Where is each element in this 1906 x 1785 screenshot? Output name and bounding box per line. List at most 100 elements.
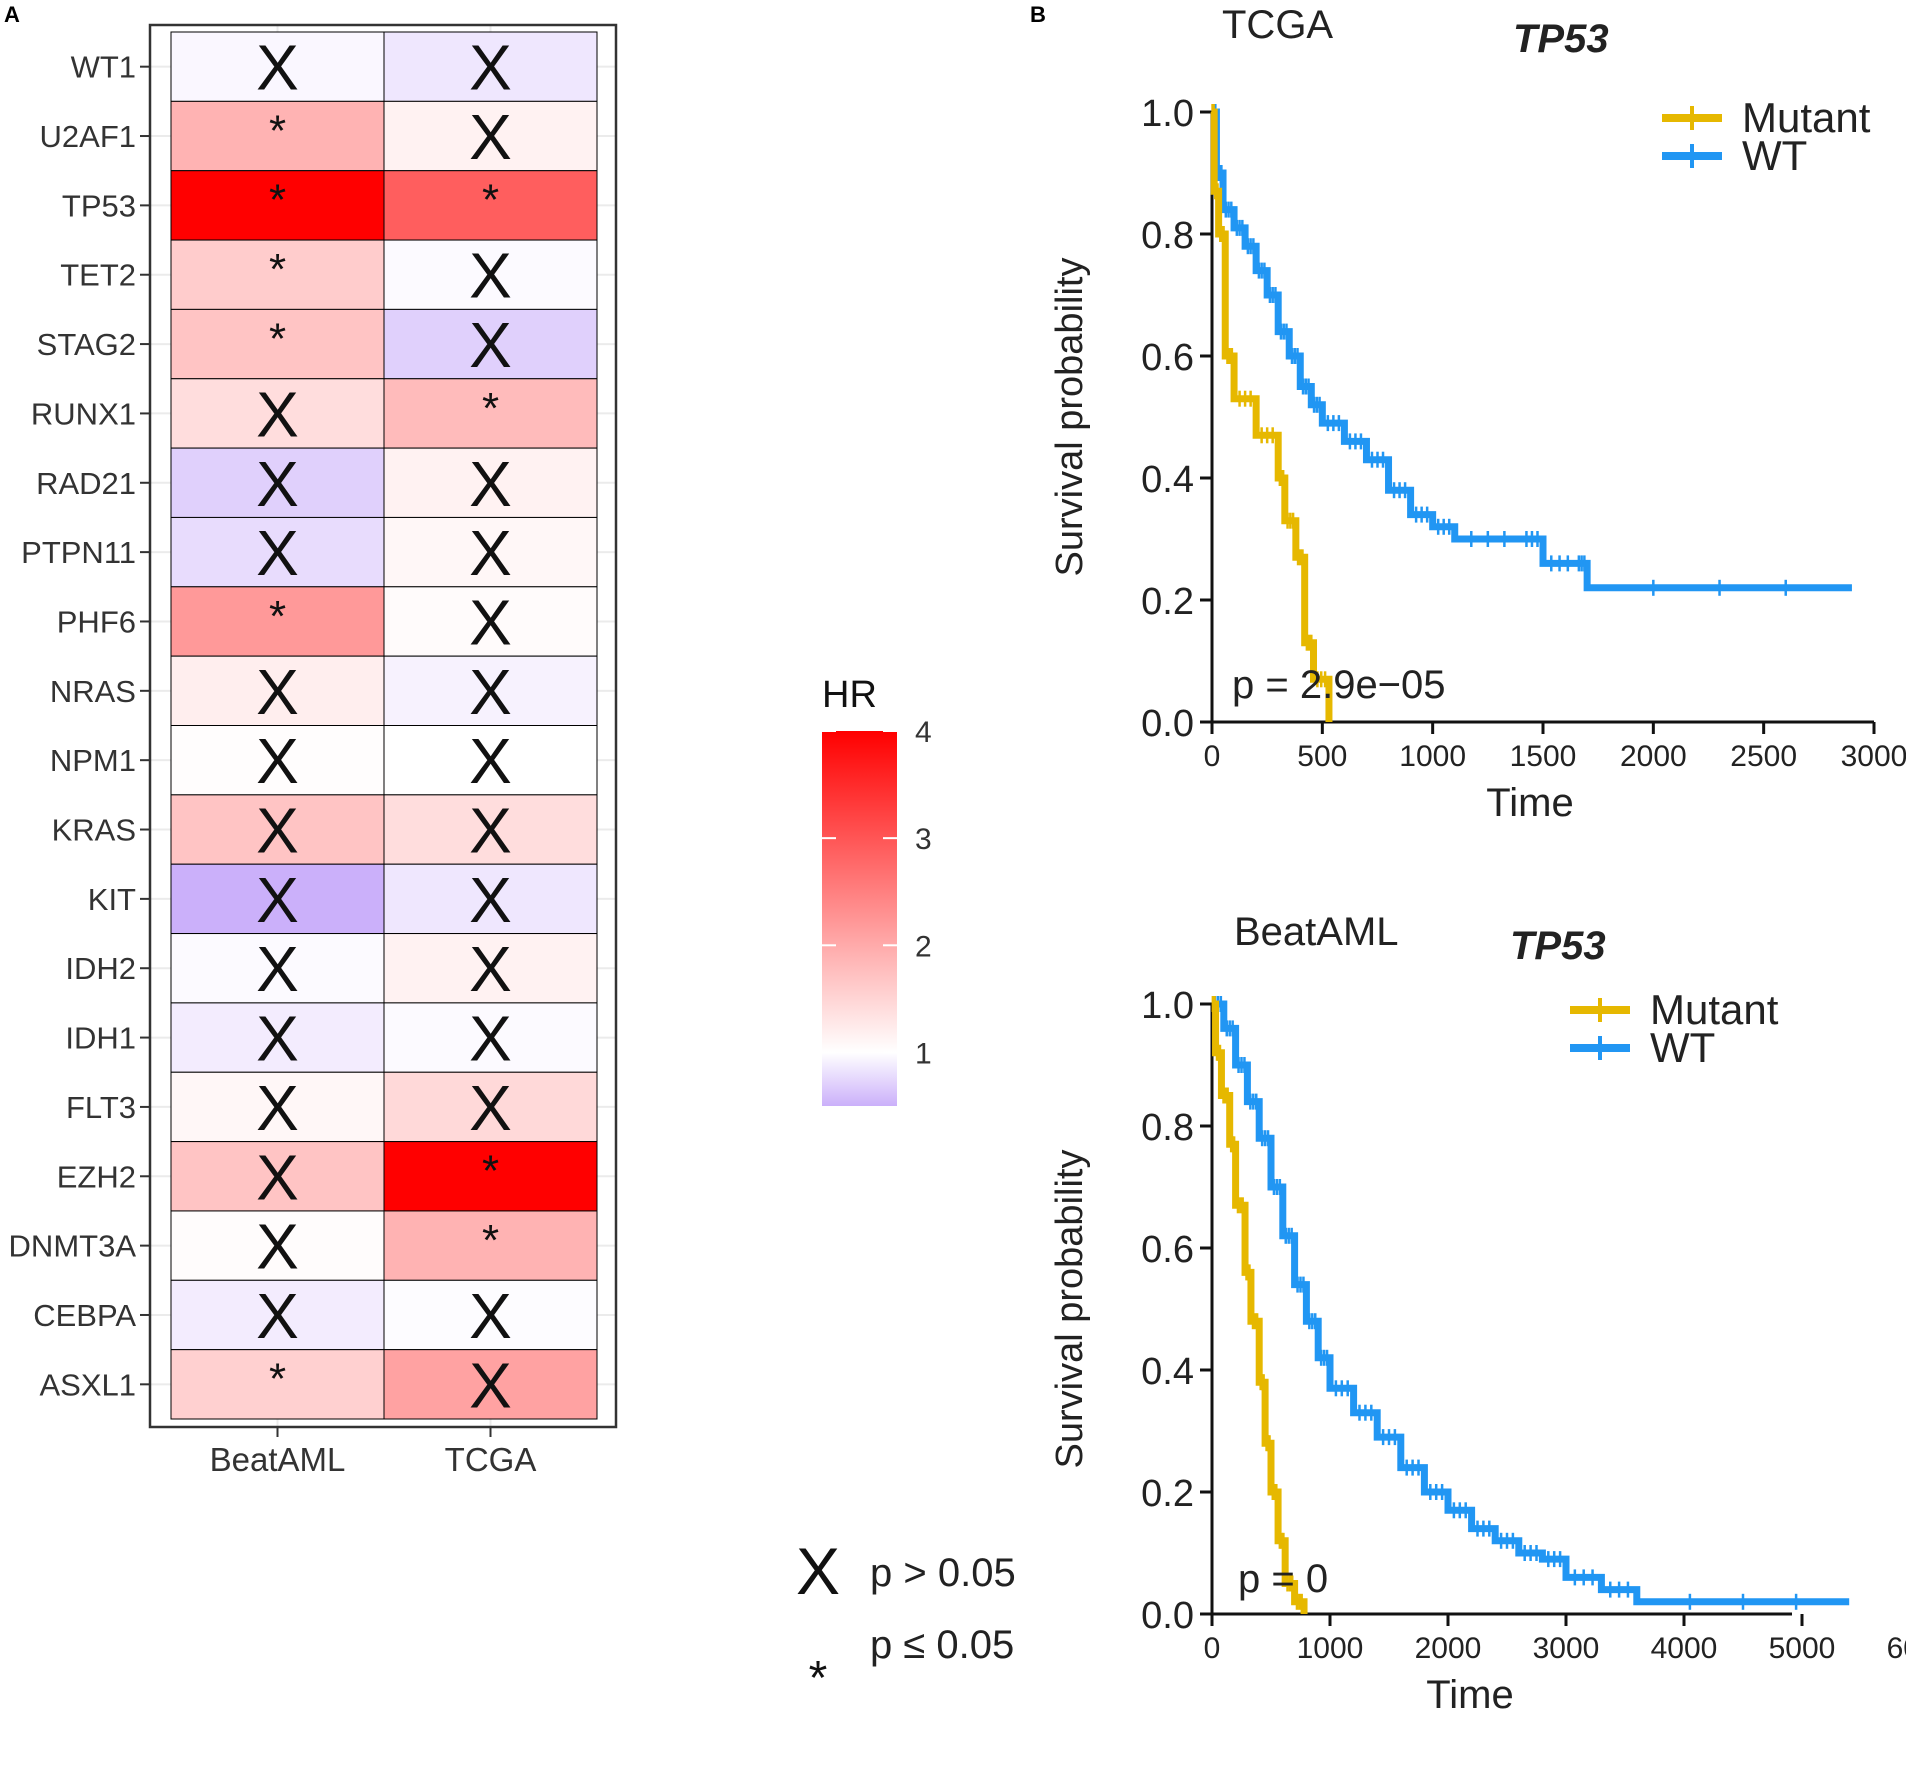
km-gene-title: TP53 <box>1513 17 1609 61</box>
km-x-tick-label: 500 <box>1297 740 1347 773</box>
significant-marker: * <box>269 106 286 155</box>
nonsignificant-marker: X <box>469 101 512 173</box>
nonsignificant-marker: X <box>256 32 299 104</box>
heatmap-cell <box>170 447 385 518</box>
heatmap-cell <box>383 655 598 727</box>
nonsignificant-marker: X <box>256 795 299 867</box>
km-legend-label: WT <box>1742 132 1807 179</box>
heatmap-cell <box>383 1141 598 1212</box>
km-x-tick-label: 3000 <box>1533 1632 1600 1665</box>
km-pvalue: p = 0 <box>1238 1557 1328 1601</box>
legend-label: p > 0.05 <box>870 1551 1016 1595</box>
heatmap-cell <box>170 308 385 380</box>
km-y-tick-label: 0.4 <box>1141 1351 1194 1393</box>
nonsignificant-marker: X <box>256 517 299 589</box>
nonsignificant-marker: X <box>469 1072 512 1144</box>
nonsignificant-marker: X <box>256 1141 299 1213</box>
heatmap-cell <box>170 1210 385 1281</box>
colorbar-tick-label: 1 <box>915 1037 932 1070</box>
km-x-tick-label: 1000 <box>1297 1632 1364 1665</box>
heatmap-cell <box>383 1279 598 1351</box>
km-x-tick-label: 0 <box>1204 740 1221 773</box>
gene-label: EZH2 <box>57 1159 136 1194</box>
heatmap-cell <box>170 239 385 310</box>
nonsignificant-marker: X <box>469 795 512 867</box>
km-x-tick-label: 0 <box>1204 1632 1221 1665</box>
panel-a-label: A <box>4 2 20 27</box>
significant-marker: * <box>269 245 286 294</box>
significant-marker: * <box>482 384 499 433</box>
gene-label: TP53 <box>62 188 136 223</box>
heatmap-cell <box>170 170 385 241</box>
km-legend-label: WT <box>1650 1024 1715 1071</box>
gene-label: KIT <box>88 882 136 917</box>
heatmap-cell <box>170 1002 385 1073</box>
heatmap-cell <box>170 31 385 102</box>
km-y-tick-label: 1.0 <box>1141 985 1194 1027</box>
km-x-tick-label: 1000 <box>1399 740 1466 773</box>
legend-x-symbol: X <box>796 1534 840 1608</box>
heatmap-cell <box>170 933 385 1004</box>
gene-label: ASXL1 <box>39 1367 136 1402</box>
km-y-tick-label: 0.2 <box>1141 581 1194 623</box>
heatmap-cell <box>383 794 598 865</box>
significant-marker: * <box>482 176 499 225</box>
gene-label: U2AF1 <box>40 119 136 154</box>
gene-label: RUNX1 <box>31 396 136 431</box>
heatmap-cell <box>383 170 598 241</box>
km-x-axis-label: Time <box>1426 1673 1513 1717</box>
heatmap-cell <box>170 1279 385 1351</box>
nonsignificant-marker: X <box>256 656 299 728</box>
heatmap-cell <box>170 725 385 796</box>
heatmap-cell <box>383 31 598 102</box>
legend-label: p ≤ 0.05 <box>870 1623 1014 1667</box>
gene-label: IDH1 <box>65 1021 136 1056</box>
nonsignificant-marker: X <box>469 656 512 728</box>
km-cohort-title: BeatAML <box>1234 910 1399 954</box>
nonsignificant-marker: X <box>469 448 512 520</box>
km-x-tick-label: 1500 <box>1510 740 1577 773</box>
gene-label: NRAS <box>50 674 136 709</box>
gene-label: KRAS <box>52 813 136 848</box>
nonsignificant-marker: X <box>469 864 512 936</box>
column-label: TCGA <box>445 1441 537 1478</box>
column-label: BeatAML <box>210 1441 346 1478</box>
heatmap-cell <box>383 378 598 449</box>
km-legend-label: Mutant <box>1742 94 1871 141</box>
gene-label: PHF6 <box>57 604 136 639</box>
km-x-axis-label: Time <box>1486 781 1573 825</box>
nonsignificant-marker: X <box>469 1349 512 1421</box>
nonsignificant-marker: X <box>256 378 299 450</box>
heatmap-cell <box>383 933 598 1004</box>
colorbar-tick-label: 4 <box>915 716 932 749</box>
km-y-tick-label: 0.6 <box>1141 337 1194 379</box>
heatmap-cell <box>383 447 598 518</box>
heatmap-cell <box>383 586 598 657</box>
km-y-axis-label: Survival probability <box>1049 258 1091 577</box>
heatmap-cell <box>383 1210 598 1281</box>
significant-marker: * <box>269 176 286 225</box>
km-plot-tcga: TCGA TP53 0.0 0.2 0.4 0.6 0.8 1.0 0 500 1000 1500 20… <box>1049 3 1906 825</box>
significant-marker: * <box>482 1216 499 1265</box>
heatmap-cell <box>383 725 598 796</box>
gene-label: STAG2 <box>37 327 136 362</box>
gene-label: NPM1 <box>50 743 136 778</box>
heatmap-cell <box>383 1071 598 1143</box>
colorbar-bar <box>822 731 897 1106</box>
km-cohort-title: TCGA <box>1222 3 1333 47</box>
km-x-tick-label: 6000 <box>1887 1632 1906 1665</box>
nonsignificant-marker: X <box>469 725 512 797</box>
heatmap-cell <box>383 863 598 935</box>
gene-label: DNMT3A <box>9 1229 137 1264</box>
nonsignificant-marker: X <box>469 933 512 1005</box>
km-wt-curve <box>1212 108 1852 592</box>
heatmap-cell <box>170 863 385 935</box>
colorbar-tick-label: 3 <box>915 823 932 856</box>
nonsignificant-marker: X <box>256 1211 299 1283</box>
gene-label: RAD21 <box>36 466 136 501</box>
km-y-tick-label: 0.0 <box>1141 1595 1194 1637</box>
km-plot-beataml: BeatAML TP53 0.0 0.2 0.4 0.6 0.8 1.0 0 1000 2000 30… <box>1049 910 1906 1717</box>
